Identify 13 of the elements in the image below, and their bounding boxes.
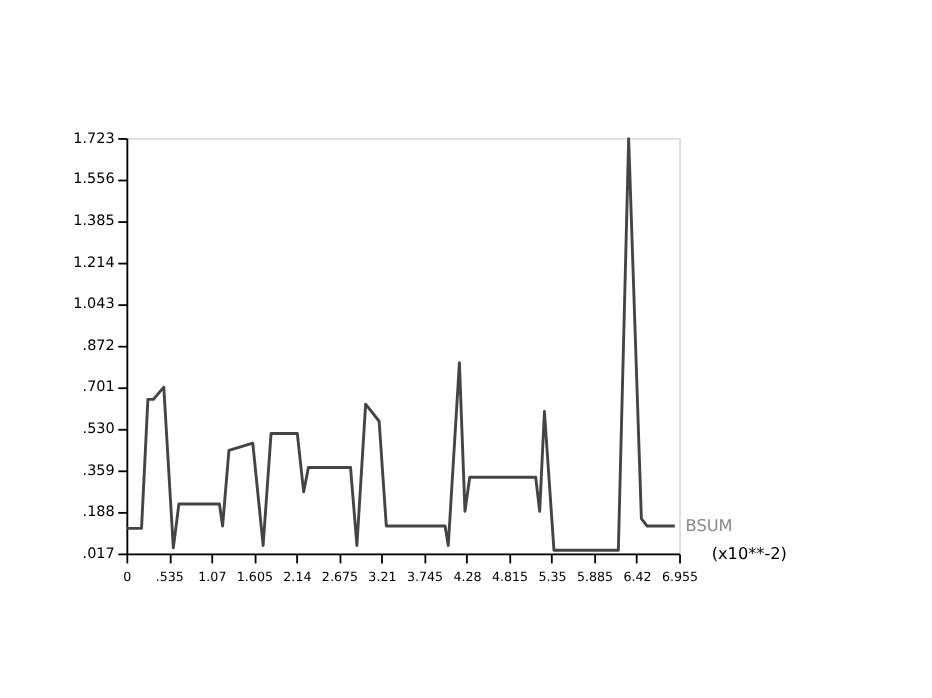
- y-tick-label: 1.385: [73, 210, 115, 229]
- series-label: BSUM: [685, 515, 733, 536]
- y-tick-label: 1.043: [73, 294, 116, 313]
- y-tick-label: .872: [82, 335, 115, 354]
- y-tick-label: .188: [82, 502, 116, 521]
- y-tick-label: .530: [82, 419, 116, 438]
- y-tick-label: .017: [82, 544, 115, 562]
- y-tick-label: .701: [82, 377, 115, 396]
- x-axis-title: (x10**-2): [711, 542, 787, 563]
- y-tick-label: 1.556: [73, 169, 116, 188]
- y-tick-label: .359: [82, 460, 116, 479]
- y-tick-label: 1.723: [73, 128, 116, 147]
- y-tick-label: 1.214: [73, 252, 116, 271]
